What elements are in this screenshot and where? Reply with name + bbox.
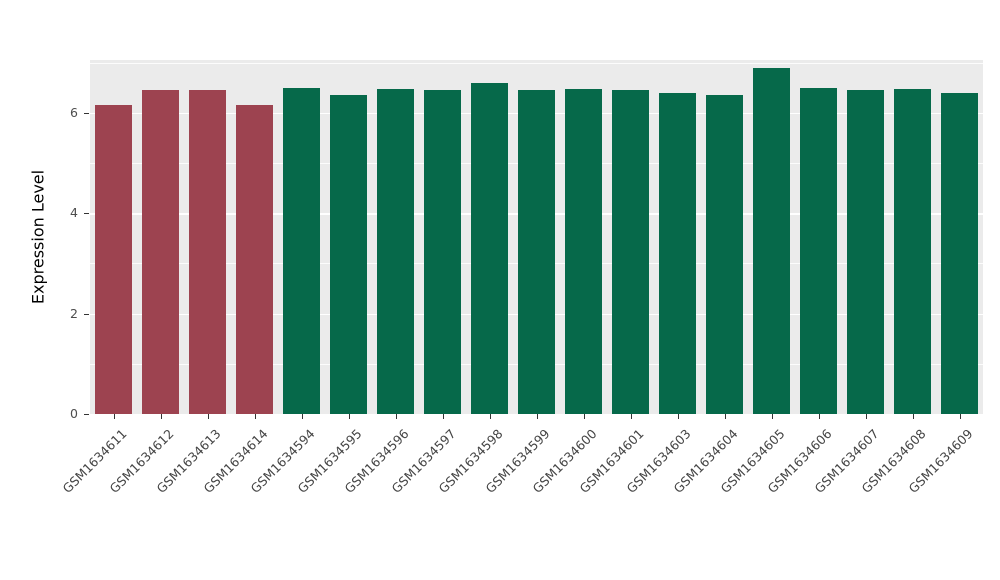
x-tick-mark (865, 414, 867, 419)
bar-GSM1634597 (424, 90, 461, 414)
bar-slot (607, 60, 654, 414)
x-tick-mark (489, 414, 491, 419)
bar-GSM1634600 (565, 88, 602, 414)
bar-slot (889, 60, 936, 414)
bar-slot (278, 60, 325, 414)
x-tick-mark (442, 414, 444, 419)
bar-slot (184, 60, 231, 414)
x-tick-mark (583, 414, 585, 419)
bar-GSM1634605 (753, 67, 790, 414)
x-tick-mark (771, 414, 773, 419)
bar-slot (419, 60, 466, 414)
bar-slot (325, 60, 372, 414)
plot-panel (90, 60, 983, 416)
bar-slot (372, 60, 419, 414)
y-axis-title: Expression Level (28, 169, 48, 305)
bar-GSM1634612 (142, 90, 179, 414)
bar-slot (936, 60, 983, 414)
x-tick-mark (959, 414, 961, 419)
x-tick-mark (301, 414, 303, 419)
bars-container (90, 60, 983, 414)
bar-slot (795, 60, 842, 414)
bar-GSM1634594 (283, 87, 320, 414)
x-tick-mark (724, 414, 726, 419)
y-tick-label: 4 (70, 205, 78, 221)
x-tick-mark (348, 414, 350, 419)
y-tick-label: 6 (70, 104, 78, 120)
bar-GSM1634613 (189, 90, 226, 414)
x-tick-mark (630, 414, 632, 419)
bar-GSM1634606 (800, 87, 837, 414)
bar-GSM1634614 (236, 105, 273, 414)
y-tick-mark (84, 414, 89, 415)
bar-slot (231, 60, 278, 414)
bar-GSM1634611 (95, 105, 132, 414)
x-tick-mark (912, 414, 914, 419)
x-tick-mark (113, 414, 115, 419)
bar-GSM1634601 (612, 90, 649, 414)
x-tick-mark (254, 414, 256, 419)
x-tick-mark (207, 414, 209, 419)
bar-GSM1634598 (471, 82, 508, 414)
bar-GSM1634596 (377, 88, 414, 414)
bar-slot (466, 60, 513, 414)
bar-slot (842, 60, 889, 414)
y-tick-label: 2 (70, 305, 78, 321)
x-tick-mark (395, 414, 397, 419)
bar-slot (90, 60, 137, 414)
bar-GSM1634609 (941, 92, 978, 414)
bar-GSM1634607 (847, 90, 884, 414)
bar-GSM1634595 (330, 95, 367, 414)
bar-slot (748, 60, 795, 414)
bar-GSM1634599 (518, 90, 555, 414)
y-tick-mark (84, 213, 89, 215)
bar-slot (513, 60, 560, 414)
gridline-minor (90, 62, 983, 64)
x-tick-mark (160, 414, 162, 419)
bar-slot (560, 60, 607, 414)
y-tick-mark (84, 112, 89, 114)
bar-slot (654, 60, 701, 414)
bar-slot (701, 60, 748, 414)
bar-slot (137, 60, 184, 414)
x-tick-mark (536, 414, 538, 419)
bar-GSM1634603 (659, 92, 696, 414)
bar-GSM1634608 (894, 88, 931, 414)
x-tick-mark (818, 414, 820, 419)
bar-GSM1634604 (706, 95, 743, 414)
x-tick-mark (677, 414, 679, 419)
y-tick-label: 0 (70, 406, 78, 421)
y-tick-mark (84, 313, 89, 315)
